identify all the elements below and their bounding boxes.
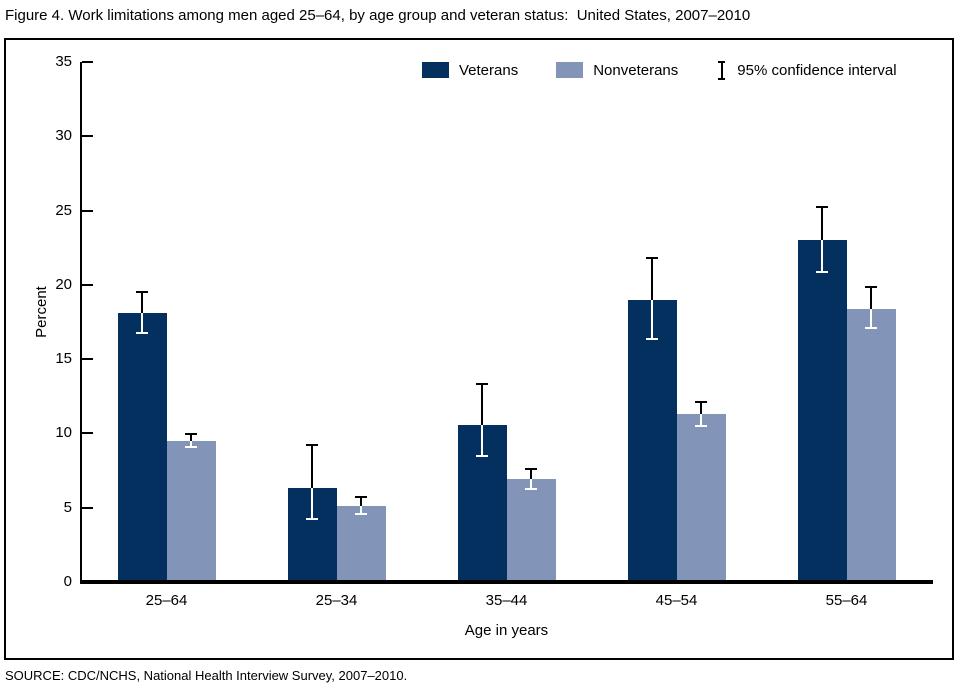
ci-Nonveterans-25-64-lower-stem xyxy=(190,440,192,449)
x-label-25-34: 25–34 xyxy=(315,592,358,609)
bar-Nonveterans-35-44 xyxy=(506,479,556,582)
y-tick-35 xyxy=(82,61,93,63)
ci-Veterans-45-54-upper-stem xyxy=(651,256,653,300)
x-axis-line xyxy=(80,580,933,584)
ci-Nonveterans-35-44-lower-stem xyxy=(530,479,532,490)
y-tick-label-10: 10 xyxy=(55,424,72,442)
ci-Veterans-35-44-lower-cap xyxy=(476,455,488,458)
ci-Veterans-25-34-lower-stem xyxy=(311,488,313,520)
legend-label-nonveterans: Nonveterans xyxy=(593,61,679,79)
ci-Nonveterans-25-34-lower-stem xyxy=(360,506,362,516)
x-label-55-64: 55–64 xyxy=(825,592,868,609)
legend-item-nonveterans: Nonveterans xyxy=(556,62,678,79)
x-axis-title: Age in years xyxy=(464,622,549,639)
confidence-interval-icon xyxy=(716,60,727,80)
ci-Veterans-25-34-lower-cap xyxy=(306,517,318,520)
ci-Nonveterans-25-34-lower-cap xyxy=(355,513,367,516)
ci-Veterans-25-64-upper-stem xyxy=(141,290,143,314)
source-note: SOURCE: CDC/NCHS, National Health Interv… xyxy=(5,668,408,683)
figure-title: Figure 4. Work limitations among men age… xyxy=(5,7,751,24)
ci-Nonveterans-35-44-upper-cap xyxy=(525,467,537,470)
ci-Nonveterans-55-64-upper-cap xyxy=(865,286,877,289)
ci-Nonveterans-25-34-upper-cap xyxy=(355,495,367,498)
ci-Veterans-55-64-upper-cap xyxy=(816,206,828,209)
ci-Veterans-55-64-upper-stem xyxy=(821,206,823,241)
y-tick-5 xyxy=(82,506,93,509)
legend: Veterans Nonveterans 95% confidence inte… xyxy=(422,60,897,80)
ci-Nonveterans-25-64-upper-cap xyxy=(185,433,197,436)
ci-Nonveterans-25-34-upper-stem xyxy=(360,495,362,507)
ci-Nonveterans-25-64-lower-cap xyxy=(185,446,197,449)
y-tick-label-35: 35 xyxy=(55,53,72,70)
ci-Veterans-35-44-lower-stem xyxy=(481,424,483,458)
bar-Nonveterans-25-34 xyxy=(336,506,386,582)
ci-Nonveterans-25-64-upper-stem xyxy=(190,433,192,441)
y-tick-10 xyxy=(82,432,93,435)
ci-Nonveterans-55-64-lower-cap xyxy=(865,327,877,330)
y-tick-label-25: 25 xyxy=(55,201,72,219)
ci-Veterans-35-44-upper-cap xyxy=(476,382,488,385)
ci-Nonveterans-55-64-upper-stem xyxy=(870,286,872,309)
legend-label-confidence-interval: 95% confidence interval xyxy=(737,61,897,79)
chart-frame: Veterans Nonveterans 95% confidence inte… xyxy=(4,38,954,660)
y-tick-label-0: 0 xyxy=(63,573,72,590)
y-tick-25 xyxy=(82,209,93,212)
ci-Nonveterans-45-54-lower-cap xyxy=(695,425,707,428)
y-tick-20 xyxy=(82,283,93,286)
ci-Nonveterans-45-54-upper-stem xyxy=(700,400,702,415)
bar-Veterans-25-64 xyxy=(117,313,167,582)
ci-Veterans-25-64-lower-stem xyxy=(141,313,143,334)
bar-Nonveterans-25-64 xyxy=(166,440,216,582)
bar-Nonveterans-45-54 xyxy=(676,414,726,582)
ci-Veterans-45-54-upper-cap xyxy=(646,256,658,259)
ci-Nonveterans-35-44-upper-stem xyxy=(530,467,532,480)
y-tick-label-20: 20 xyxy=(55,275,72,293)
y-axis-line xyxy=(80,62,82,583)
ci-Veterans-45-54-lower-stem xyxy=(651,299,653,340)
x-label-45-54: 45–54 xyxy=(655,592,698,609)
y-tick-30 xyxy=(82,135,93,138)
ci-Veterans-25-34-upper-cap xyxy=(306,443,318,446)
veterans-swatch xyxy=(422,62,449,78)
ci-Nonveterans-45-54-upper-cap xyxy=(695,400,707,403)
ci-Veterans-35-44-upper-stem xyxy=(481,382,483,425)
ci-Veterans-55-64-lower-cap xyxy=(816,270,828,273)
y-tick-label-30: 30 xyxy=(55,127,72,145)
ci-Nonveterans-35-44-lower-cap xyxy=(525,487,537,490)
bar-Veterans-45-54 xyxy=(627,299,677,582)
ci-Nonveterans-55-64-lower-stem xyxy=(870,308,872,330)
x-label-25-64: 25–64 xyxy=(145,592,188,609)
legend-label-veterans: Veterans xyxy=(459,61,519,79)
nonveterans-swatch xyxy=(556,62,584,78)
bar-Veterans-55-64 xyxy=(797,240,847,582)
x-label-35-44: 35–44 xyxy=(485,592,528,609)
legend-item-confidence-interval: 95% confidence interval xyxy=(716,60,897,80)
y-tick-label-15: 15 xyxy=(55,350,72,368)
plot-area: Percent Age in years 0 5 10 15 20 25 30 35 25–64… xyxy=(33,53,933,639)
ci-Nonveterans-45-54-lower-stem xyxy=(700,414,702,428)
bar-Nonveterans-55-64 xyxy=(846,308,896,582)
ci-Veterans-55-64-lower-stem xyxy=(821,240,823,273)
ci-Veterans-25-64-lower-cap xyxy=(136,331,148,334)
ci-Veterans-25-34-upper-stem xyxy=(311,443,313,489)
y-tick-label-5: 5 xyxy=(63,498,72,516)
y-tick-15 xyxy=(82,358,93,361)
ci-Veterans-25-64-upper-cap xyxy=(136,290,148,293)
legend-item-veterans: Veterans xyxy=(422,62,518,79)
ci-Veterans-45-54-lower-cap xyxy=(646,337,658,340)
